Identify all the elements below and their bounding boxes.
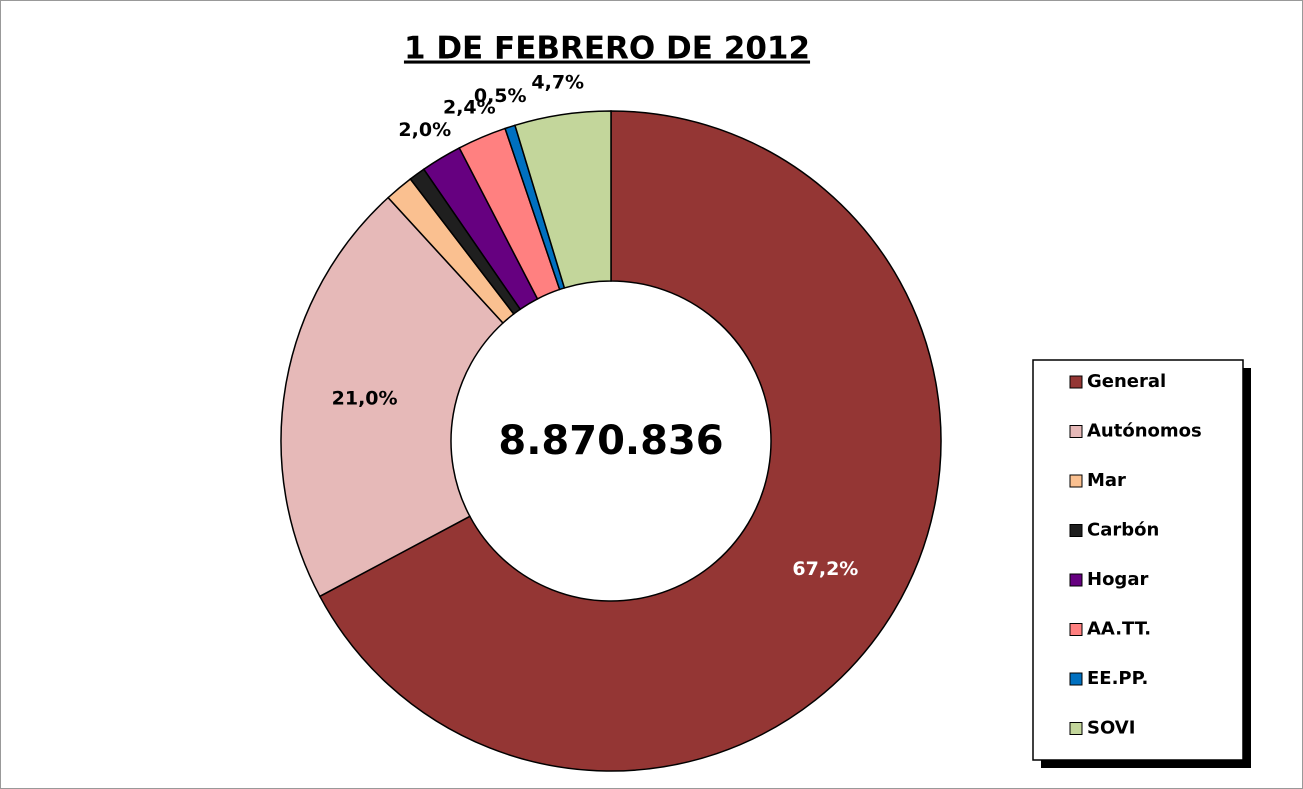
legend-label: SOVI — [1087, 718, 1135, 739]
legend-label: Hogar — [1087, 569, 1148, 590]
legend-label: Carbón — [1087, 520, 1159, 541]
legend-label: AA.TT. — [1087, 619, 1151, 640]
legend-label: EE.PP. — [1087, 668, 1148, 689]
legend-label: Autónomos — [1087, 421, 1202, 442]
legend-swatch — [1069, 623, 1083, 636]
legend-swatch — [1069, 672, 1083, 686]
legend-swatch — [1069, 722, 1083, 735]
data-label: 4,7% — [531, 71, 584, 93]
donut-slice — [514, 110, 612, 289]
data-label: 2,0% — [398, 119, 451, 141]
legend-label: General — [1087, 371, 1166, 392]
donut-slice — [318, 110, 942, 772]
legend-swatch — [1069, 474, 1083, 488]
data-label: 67,2% — [792, 558, 858, 580]
donut-slice — [280, 196, 505, 598]
legend-label: Mar — [1087, 470, 1126, 491]
center-label: 8.870.836 — [498, 418, 723, 464]
legend-swatch — [1069, 573, 1083, 587]
legend-swatch — [1069, 375, 1083, 389]
legend-swatch — [1069, 524, 1083, 537]
data-label: 0,5% — [474, 85, 527, 107]
chart-title: 1 DE FEBRERO DE 2012 — [404, 31, 810, 67]
data-label: 21,0% — [332, 387, 398, 409]
legend-box — [1032, 359, 1244, 761]
data-label: 2,4% — [443, 96, 496, 118]
legend-swatch — [1069, 425, 1083, 438]
